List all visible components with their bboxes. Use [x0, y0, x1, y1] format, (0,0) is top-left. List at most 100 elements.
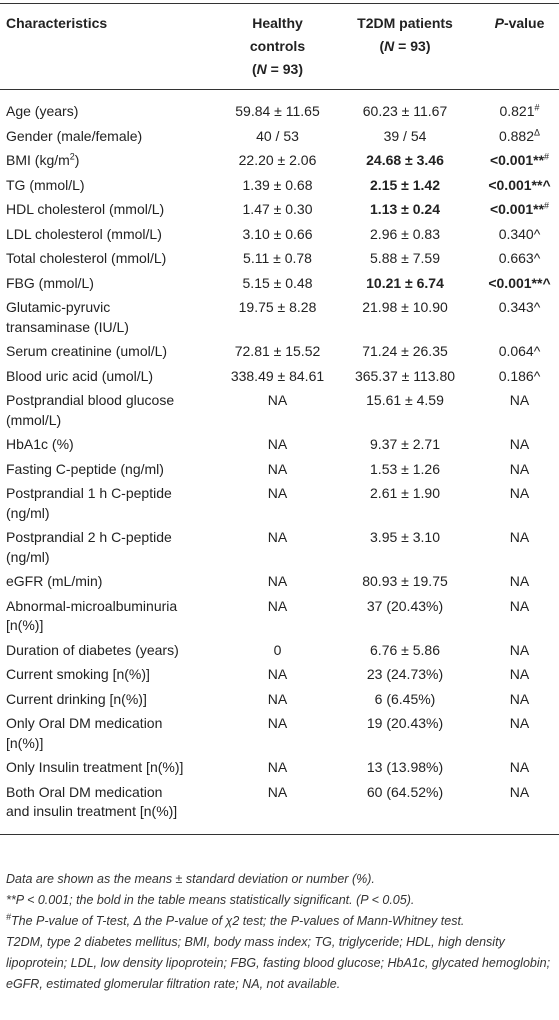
cell: 1.39 ± 0.68 [242, 176, 313, 193]
cell: NA [267, 690, 288, 707]
row-label: Glutamic-pyruvic transaminase (IU/L) [6, 299, 129, 335]
characteristics-table: Characteristics Healthy controls (N = 93)… [0, 3, 559, 835]
text-segment: 10.21 ± 6.74 [366, 274, 444, 291]
cell: 23 (24.73%) [366, 666, 444, 682]
cell: NA [267, 436, 288, 452]
cell: 2.15 ± 1.42 [330, 173, 480, 198]
row-label: HbA1c (%) [6, 436, 74, 452]
text-segment: Characteristics [6, 15, 108, 31]
row-label: Abnormal-microalbuminuria [n(%)] [6, 597, 178, 634]
text-segment: <0.001** [489, 152, 545, 168]
text-segment: BMI (kg/m [6, 152, 70, 168]
table-row: Postprandial 2 h C-peptide (ng/ml) NA 3.95… [0, 526, 559, 570]
cell: NA [267, 783, 288, 800]
table-row: Postprandial 1 h C-peptide (ng/ml) NA 2.61… [0, 482, 559, 526]
column-header: P-value [480, 4, 559, 90]
row-label: Duration of diabetes (years) [6, 641, 179, 658]
cell: NA [267, 597, 288, 614]
cell: NA [509, 666, 530, 682]
text-segment: = 93) [266, 61, 303, 77]
row-label: Blood uric acid (umol/L) [6, 367, 154, 384]
text-segment: 2.15 ± 1.42 [370, 176, 440, 193]
footnote: **P < 0.001; the bold in the table means… [6, 890, 553, 911]
superscript: # [544, 200, 550, 211]
cell: NA [509, 460, 530, 477]
cell: 0.186^ [498, 367, 541, 384]
cell: 3.10 ± 0.66 [242, 225, 313, 242]
cell: <0.001**^ [480, 271, 559, 296]
cell: NA [267, 759, 288, 775]
cell: NA [267, 485, 288, 501]
cell: 59.84 ± 11.65 [235, 103, 320, 119]
superscript: # [544, 151, 550, 162]
cell: 1.13 ± 0.24 [330, 198, 480, 223]
cell: 0 [273, 641, 282, 658]
row-label: Only Oral DM medication [n(%)] [6, 715, 163, 751]
cell: 22.20 ± 2.06 [238, 152, 317, 168]
cell: 80.93 ± 19.75 [362, 573, 448, 589]
superscript: 2 [69, 151, 75, 162]
cell: NA [509, 783, 530, 800]
cell: 0.821# [480, 90, 559, 125]
cell: 6.76 ± 5.86 [370, 641, 440, 658]
cell: 0.882Δ [480, 124, 559, 149]
row-label: FBG (mmol/L) [6, 274, 94, 291]
cell: 60.23 ± 11.67 [362, 103, 448, 119]
page: Characteristics Healthy controls (N = 93)… [0, 3, 559, 1020]
row-label: Fasting C-peptide (ng/ml) [6, 460, 164, 477]
cell: NA [509, 392, 530, 408]
superscript: # [6, 911, 12, 922]
cell: <0.001**# [480, 198, 559, 223]
row-label: eGFR (mL/min) [6, 573, 103, 589]
text-segment: 0.882 [498, 127, 535, 144]
cell: 15.61 ± 4.59 [366, 392, 444, 408]
text-segment: **P < 0.001; the bold in the table means… [6, 892, 415, 907]
row-label: Age (years) [6, 103, 79, 119]
cell: NA [509, 573, 530, 589]
cell: 39 / 54 [383, 127, 427, 144]
row-label: Current drinking [n(%)] [6, 690, 147, 707]
cell: 72.81 ± 15.52 [234, 343, 321, 359]
cell: NA [267, 460, 288, 477]
text-segment: Data are shown as the means ± standard d… [6, 871, 375, 886]
superscript: Δ [534, 126, 541, 137]
row-label: Gender (male/female) [6, 127, 143, 144]
row-label: HDL cholesterol (mmol/L) [6, 201, 165, 217]
cell: 5.88 ± 7.59 [370, 250, 440, 266]
text-segment: Healthy controls ( [249, 15, 306, 77]
cell: NA [509, 641, 530, 658]
cell: 0.064^ [498, 343, 541, 359]
text-segment: <0.001**^ [488, 176, 551, 193]
header-row: Characteristics Healthy controls (N = 93)… [0, 3, 559, 90]
row-label: Only Insulin treatment [n(%)] [6, 759, 184, 775]
cell: 6 (6.45%) [374, 690, 436, 707]
table-row: Current drinking [n(%)] NA 6 (6.45%) NA [0, 687, 559, 712]
row-label: Postprandial blood glucose (mmol/L) [6, 392, 175, 428]
text-segment: 24.68 ± 3.46 [366, 152, 444, 168]
text-segment: T2DM, type 2 diabetes mellitus; BMI, bod… [6, 934, 551, 991]
footnote: Data are shown as the means ± standard d… [6, 869, 553, 890]
text-segment: N [384, 38, 395, 54]
column-header: Healthy controls (N = 93) [225, 4, 330, 90]
text-segment: P [494, 15, 504, 31]
cell: NA [267, 715, 288, 731]
table-row: Glutamic-pyruvic transaminase (IU/L) 19.7… [0, 296, 559, 340]
cell: 19.75 ± 8.28 [238, 299, 317, 315]
cell: 3.95 ± 3.10 [370, 529, 440, 545]
row-label: Total cholesterol (mmol/L) [6, 250, 167, 266]
table-row: Both Oral DM medication and insulin trea… [0, 780, 559, 834]
table-row: Age (years) 59.84 ± 11.65 60.23 ± 11.67 0.8… [0, 90, 559, 125]
cell: 37 (20.43%) [366, 597, 444, 614]
cell: NA [509, 690, 530, 707]
row-label: TG (mmol/L) [6, 176, 85, 193]
table-row: Only Insulin treatment [n(%)] NA 13 (13.98… [0, 756, 559, 781]
row-label: Current smoking [n(%)] [6, 666, 150, 682]
cell: 1.53 ± 1.26 [370, 460, 440, 477]
cell: NA [509, 715, 530, 731]
cell: 1.47 ± 0.30 [242, 201, 313, 217]
cell: <0.001**^ [480, 173, 559, 198]
cell: 338.49 ± 84.61 [230, 367, 325, 384]
table-row: Blood uric acid (umol/L) 338.49 ± 84.61 36… [0, 364, 559, 389]
table-row: Total cholesterol (mmol/L) 5.11 ± 0.78 5.8… [0, 247, 559, 272]
cell: NA [509, 485, 530, 501]
